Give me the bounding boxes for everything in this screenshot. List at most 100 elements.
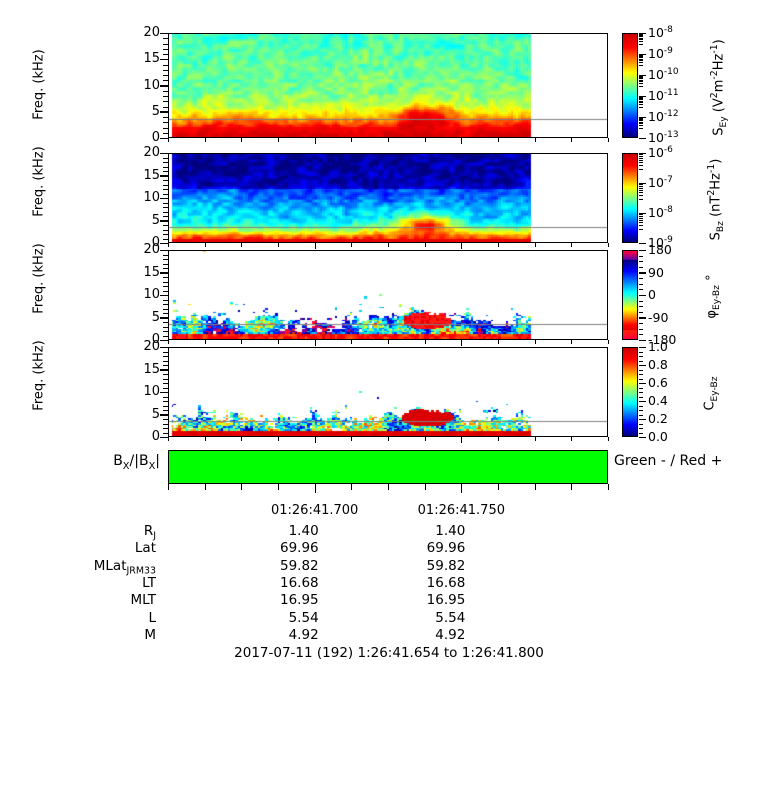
freq-major-tick <box>160 58 169 61</box>
colorbar-tick-label: 0.4 <box>648 393 668 408</box>
freq-minor-tick <box>163 286 169 287</box>
time-minor-tick <box>241 484 243 490</box>
time-minor-tick <box>608 138 609 142</box>
colorbar-major-tick <box>639 137 646 139</box>
time-major-tick <box>314 138 316 144</box>
colorbar-major-tick <box>639 95 646 97</box>
freq-major-tick <box>160 436 169 438</box>
panel-coherence-spectrogram <box>169 348 607 436</box>
colorbar-minor-tick <box>639 127 643 129</box>
colorbar-minor-tick <box>639 432 643 434</box>
colorbar-minor-tick <box>639 369 643 371</box>
colorbar-minor-tick <box>639 410 643 411</box>
panel-coherence-colorbar-title: CEy-Bz <box>702 376 721 411</box>
freq-tick-label: 0 <box>151 429 160 444</box>
time-minor-tick <box>424 437 426 441</box>
freq-tick-label: 5 <box>151 103 160 119</box>
freq-tick-label: 0 <box>151 130 160 145</box>
colorbar-major-tick <box>639 436 646 438</box>
colorbar-minor-tick <box>639 374 643 375</box>
ephemeris-value: 16.95 <box>426 592 466 609</box>
colorbar-minor-tick <box>639 198 643 200</box>
colorbar-minor-tick <box>639 41 643 43</box>
ephemeris-row-label: RJ <box>143 523 156 542</box>
colorbar-minor-tick <box>639 428 643 429</box>
colorbar-minor-tick <box>639 334 643 336</box>
colorbar-minor-tick <box>639 102 643 104</box>
colorbar-major-tick <box>639 400 646 402</box>
freq-minor-tick <box>163 387 169 389</box>
freq-minor-tick <box>163 166 169 168</box>
freq-minor-tick <box>163 238 169 240</box>
colorbar-tick-label: 10-9 <box>648 234 673 250</box>
freq-minor-tick <box>163 202 169 204</box>
colorbar-minor-tick <box>639 289 643 291</box>
panel-sbz-frame <box>168 153 608 243</box>
colorbar-major-tick <box>639 364 646 366</box>
freq-minor-tick <box>163 277 169 278</box>
freq-minor-tick <box>163 331 169 332</box>
colorbar-minor-tick <box>639 185 643 187</box>
colorbar-minor-tick <box>639 300 643 302</box>
freq-minor-tick <box>163 43 169 45</box>
colorbar-minor-tick <box>639 121 643 123</box>
freq-minor-tick <box>163 396 169 398</box>
colorbar-minor-tick <box>639 123 643 125</box>
freq-minor-tick <box>163 106 169 108</box>
time-minor-tick <box>498 484 499 490</box>
freq-major-tick <box>160 32 169 34</box>
freq-major-tick <box>160 152 169 154</box>
colorbar-major-tick <box>639 242 646 244</box>
colorbar-major-tick <box>639 346 646 348</box>
ephemeris-value: 4.92 <box>435 626 466 643</box>
panel-sbz-spectrogram <box>169 154 607 242</box>
time-major-tick <box>461 340 463 346</box>
colorbar-tick-label: 10-6 <box>648 144 673 160</box>
colorbar-major-tick <box>639 74 646 76</box>
freq-minor-tick <box>163 428 169 429</box>
freq-minor-tick <box>163 326 169 328</box>
colorbar-tick-label: 0 <box>648 287 656 302</box>
freq-major-tick <box>160 391 169 393</box>
panel-coherence-colorbar <box>622 347 638 437</box>
colorbar-minor-tick <box>639 214 643 216</box>
colorbar-major-tick <box>639 339 646 341</box>
colorbar-minor-tick <box>639 392 643 393</box>
panel-phase-frame <box>168 250 608 340</box>
colorbar-minor-tick <box>639 187 643 189</box>
freq-minor-tick <box>163 360 169 362</box>
colorbar-major-tick <box>639 317 646 319</box>
colorbar-major-tick <box>639 418 646 420</box>
colorbar-minor-tick <box>639 360 643 362</box>
colorbar-major-tick <box>639 212 646 214</box>
ephemeris-value: 5.54 <box>435 609 466 626</box>
freq-major-tick <box>160 111 169 113</box>
polarity-bar-label: BX/|BX| <box>113 453 160 472</box>
time-minor-tick <box>204 484 206 490</box>
freq-minor-tick <box>163 419 169 420</box>
ephemeris-value: 4.92 <box>288 626 319 643</box>
freq-minor-tick <box>163 378 169 380</box>
colorbar-tick-label: 10-9 <box>648 45 673 61</box>
freq-minor-tick <box>163 69 169 71</box>
freq-minor-tick <box>163 423 169 425</box>
freq-tick-label: 5 <box>151 406 160 422</box>
time-minor-tick <box>424 340 426 344</box>
colorbar-minor-tick <box>639 81 643 83</box>
freq-minor-tick <box>163 374 169 375</box>
colorbar-minor-tick <box>639 224 643 226</box>
freq-tick-label: 10 <box>143 77 160 93</box>
freq-minor-tick <box>163 75 169 76</box>
freq-minor-tick <box>163 184 169 186</box>
time-minor-tick <box>534 138 536 142</box>
freq-minor-tick <box>163 254 169 256</box>
colorbar-minor-tick <box>639 423 643 425</box>
freq-major-tick <box>160 137 169 139</box>
colorbar-major-tick <box>639 53 646 55</box>
colorbar-minor-tick <box>639 36 643 38</box>
ephemeris-row-label: MLT <box>130 592 156 609</box>
colorbar-minor-tick <box>639 155 643 157</box>
time-major-tick <box>461 484 463 493</box>
colorbar-minor-tick <box>639 219 643 221</box>
colorbar-tick-label: 10-13 <box>648 129 679 145</box>
